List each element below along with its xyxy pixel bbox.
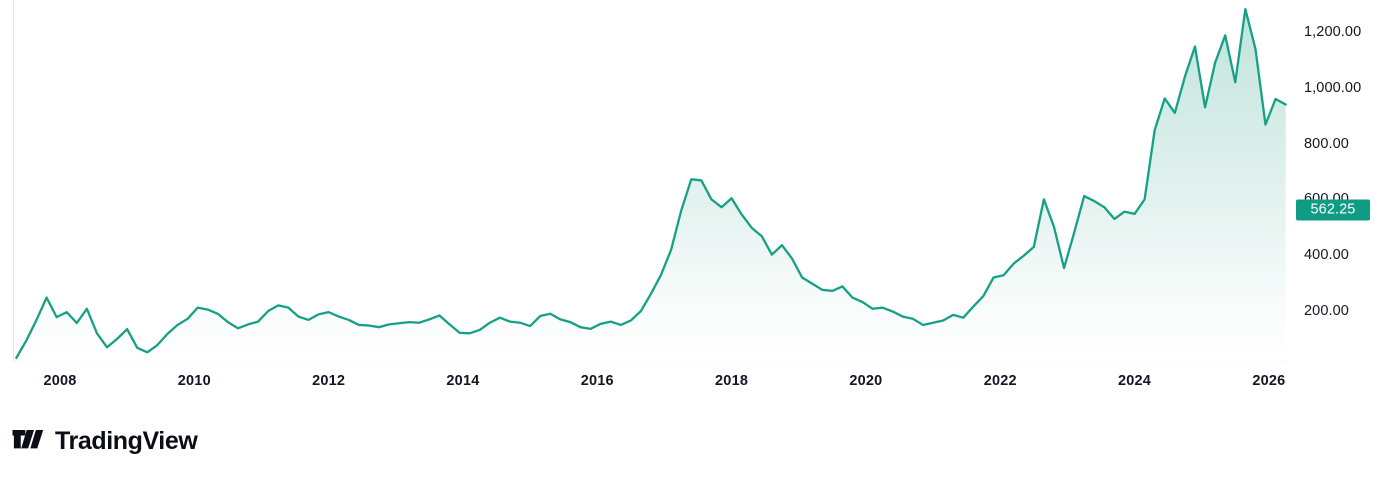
x-axis-tick-label: 2008 bbox=[43, 373, 77, 389]
y-axis-tick-label: 200.00 bbox=[1304, 303, 1349, 319]
x-axis-tick-label: 2020 bbox=[849, 373, 883, 389]
area-fill-path bbox=[16, 9, 1286, 363]
last-price-badge: 562.25 bbox=[1296, 199, 1370, 221]
tradingview-logo-icon bbox=[12, 430, 44, 449]
x-axis-tick-label: 2022 bbox=[983, 373, 1017, 389]
tradingview-logo-text: TradingView bbox=[55, 426, 198, 455]
price-line-path bbox=[15, 7, 1287, 360]
time-scale[interactable]: 2008 2010 2012 2014 2016 2018 2020 2022 2024 2026 bbox=[0, 368, 1290, 398]
x-axis-tick-label: 2018 bbox=[715, 373, 749, 389]
area-chart-svg bbox=[13, 0, 1289, 363]
y-axis-tick-label: 400.00 bbox=[1304, 247, 1349, 264]
x-axis-tick-label: 2026 bbox=[1252, 373, 1286, 389]
tradingview-logo[interactable]: TradingView bbox=[12, 426, 198, 456]
x-axis-tick-label: 2012 bbox=[312, 373, 346, 389]
y-axis-tick-label: 1,200.00 bbox=[1304, 24, 1362, 40]
x-axis-tick-label: 2024 bbox=[1118, 373, 1152, 389]
chart-plot-area[interactable] bbox=[0, 0, 1394, 410]
x-axis-tick-label: 2010 bbox=[177, 373, 211, 389]
y-axis-tick-label: 800.00 bbox=[1304, 135, 1349, 152]
y-axis-tick-label: 1,000.00 bbox=[1304, 79, 1362, 96]
x-axis-tick-label: 2014 bbox=[446, 373, 480, 389]
x-axis-tick-label: 2016 bbox=[580, 373, 614, 389]
